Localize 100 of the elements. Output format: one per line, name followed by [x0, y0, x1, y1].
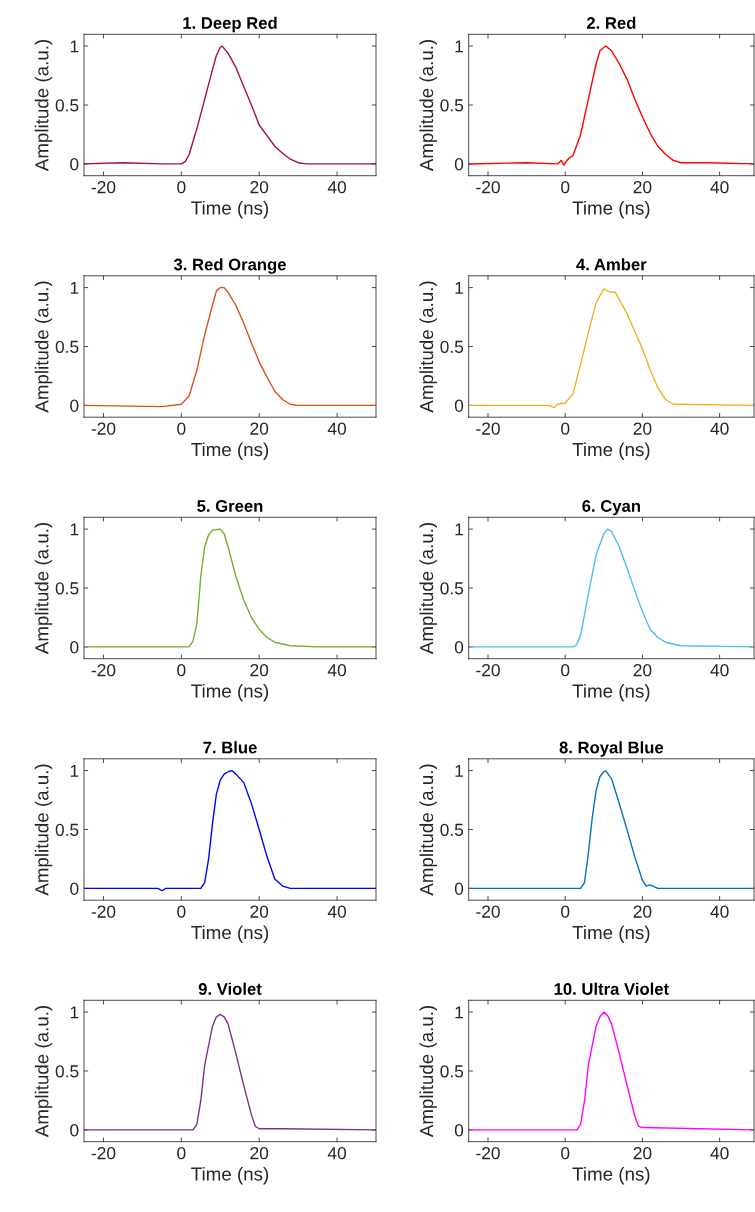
x-tick-label: 40 [710, 181, 729, 194]
x-tick-label: 20 [633, 664, 652, 677]
line-series [84, 528, 376, 648]
chart-title: 3. Red Orange [173, 258, 286, 274]
x-tick-label: 20 [633, 1147, 652, 1160]
line-series [468, 769, 754, 890]
y-tick-label: 0 [454, 399, 464, 412]
line-series [468, 528, 754, 648]
x-axis-title: Time (ns) [191, 683, 269, 702]
x-axis-title: Time (ns) [191, 1166, 269, 1185]
y-tick-label: 0.5 [55, 1065, 79, 1078]
x-tick-label: -20 [91, 1147, 116, 1160]
x-axis-title: Time (ns) [191, 925, 269, 943]
y-tick-label: 0 [454, 882, 464, 895]
chart-title: 1. Deep Red [183, 16, 277, 33]
y-axis-title: Amplitude (a.u.) [419, 39, 437, 172]
y-tick-label: 0.5 [440, 1065, 464, 1078]
line-series [468, 45, 754, 166]
y-tick-label: 1 [455, 523, 463, 536]
x-axis-title: Time (ns) [572, 1166, 650, 1185]
y-tick-label: 0.5 [55, 823, 79, 836]
x-tick-label: 0 [561, 905, 570, 918]
y-tick-label: 0 [70, 641, 79, 654]
y-tick-label: 0.5 [55, 582, 79, 595]
chart-title: 10. Ultra Violet [554, 982, 669, 995]
y-axis-title: Amplitude (a.u.) [419, 764, 437, 896]
x-tick-label: 0 [177, 422, 186, 435]
x-tick-label: 0 [561, 664, 570, 677]
x-tick-label: 20 [633, 905, 652, 918]
y-tick-label: 0 [70, 1124, 79, 1137]
y-axis-title: Amplitude (a.u.) [419, 1005, 437, 1138]
x-tick-label: -20 [91, 181, 116, 194]
x-tick-label: 40 [710, 664, 729, 677]
y-axis-title: Amplitude (a.u.) [34, 522, 53, 655]
x-tick-label: -20 [476, 422, 500, 435]
x-tick-label: 0 [561, 1147, 570, 1160]
x-axis-title: Time (ns) [572, 683, 650, 702]
y-tick-label: 1 [455, 1006, 463, 1019]
x-tick-label: -20 [476, 1147, 500, 1160]
y-axis-title: Amplitude (a.u.) [34, 281, 53, 413]
x-axis-title: Time (ns) [191, 442, 269, 460]
x-tick-label: 40 [327, 1147, 347, 1160]
x-tick-label: 40 [327, 664, 347, 677]
y-tick-label: 1 [70, 523, 79, 536]
line-series [84, 45, 376, 165]
x-tick-label: -20 [476, 181, 500, 194]
x-tick-label: 0 [177, 1147, 186, 1160]
chart-title: 5. Green [197, 500, 263, 512]
x-tick-label: 20 [250, 422, 269, 435]
y-tick-label: 0.5 [55, 99, 79, 112]
x-tick-label: 0 [177, 181, 186, 194]
x-tick-label: 40 [327, 422, 347, 435]
y-axis-title: Amplitude (a.u.) [34, 764, 53, 896]
x-tick-label: 40 [710, 1147, 729, 1160]
y-tick-label: 0 [70, 158, 79, 171]
x-tick-label: 20 [250, 1147, 269, 1160]
line-series [84, 1013, 376, 1131]
y-axis-title: Amplitude (a.u.) [419, 522, 437, 655]
chart-title: 6. Cyan [582, 500, 640, 516]
line-series [468, 1011, 754, 1131]
x-tick-label: -20 [91, 664, 116, 677]
y-tick-label: 0.5 [440, 582, 464, 595]
y-axis-title: Amplitude (a.u.) [34, 1005, 53, 1138]
x-tick-label: 0 [561, 181, 570, 194]
y-tick-label: 0.5 [440, 340, 464, 353]
x-tick-label: 20 [633, 181, 652, 194]
x-tick-label: 20 [633, 422, 652, 435]
x-tick-label: 20 [250, 664, 269, 677]
x-tick-label: 0 [177, 905, 186, 918]
y-tick-label: 1 [70, 281, 79, 294]
x-axis-title: Time (ns) [191, 200, 269, 219]
x-tick-label: -20 [476, 905, 500, 918]
y-tick-label: 0.5 [55, 340, 79, 353]
y-tick-label: 0.5 [440, 823, 464, 836]
x-tick-label: -20 [91, 905, 116, 918]
line-series [84, 769, 376, 892]
x-tick-label: 20 [250, 181, 269, 194]
x-axis-title: Time (ns) [572, 200, 650, 219]
x-tick-label: 0 [561, 422, 570, 435]
y-tick-label: 1 [70, 40, 79, 53]
x-tick-label: 40 [327, 905, 347, 918]
y-tick-label: 1 [455, 40, 463, 53]
y-tick-label: 0 [454, 158, 464, 171]
y-tick-label: 1 [455, 764, 463, 777]
x-tick-label: 40 [710, 905, 729, 918]
y-tick-label: 1 [70, 1006, 79, 1019]
x-tick-label: -20 [91, 422, 116, 435]
chart-title: 7. Blue [203, 741, 257, 754]
x-tick-label: 40 [710, 422, 729, 435]
y-tick-label: 0.5 [440, 99, 464, 112]
x-tick-label: 40 [327, 181, 347, 194]
y-tick-label: 0 [454, 641, 464, 654]
line-series [468, 288, 754, 409]
chart-title: 2. Red [586, 16, 636, 29]
y-tick-label: 0 [70, 399, 79, 412]
y-tick-label: 0 [454, 1124, 464, 1137]
y-tick-label: 1 [455, 281, 463, 294]
y-tick-label: 0 [70, 882, 79, 895]
x-tick-label: 0 [177, 664, 186, 677]
x-axis-title: Time (ns) [572, 442, 650, 460]
